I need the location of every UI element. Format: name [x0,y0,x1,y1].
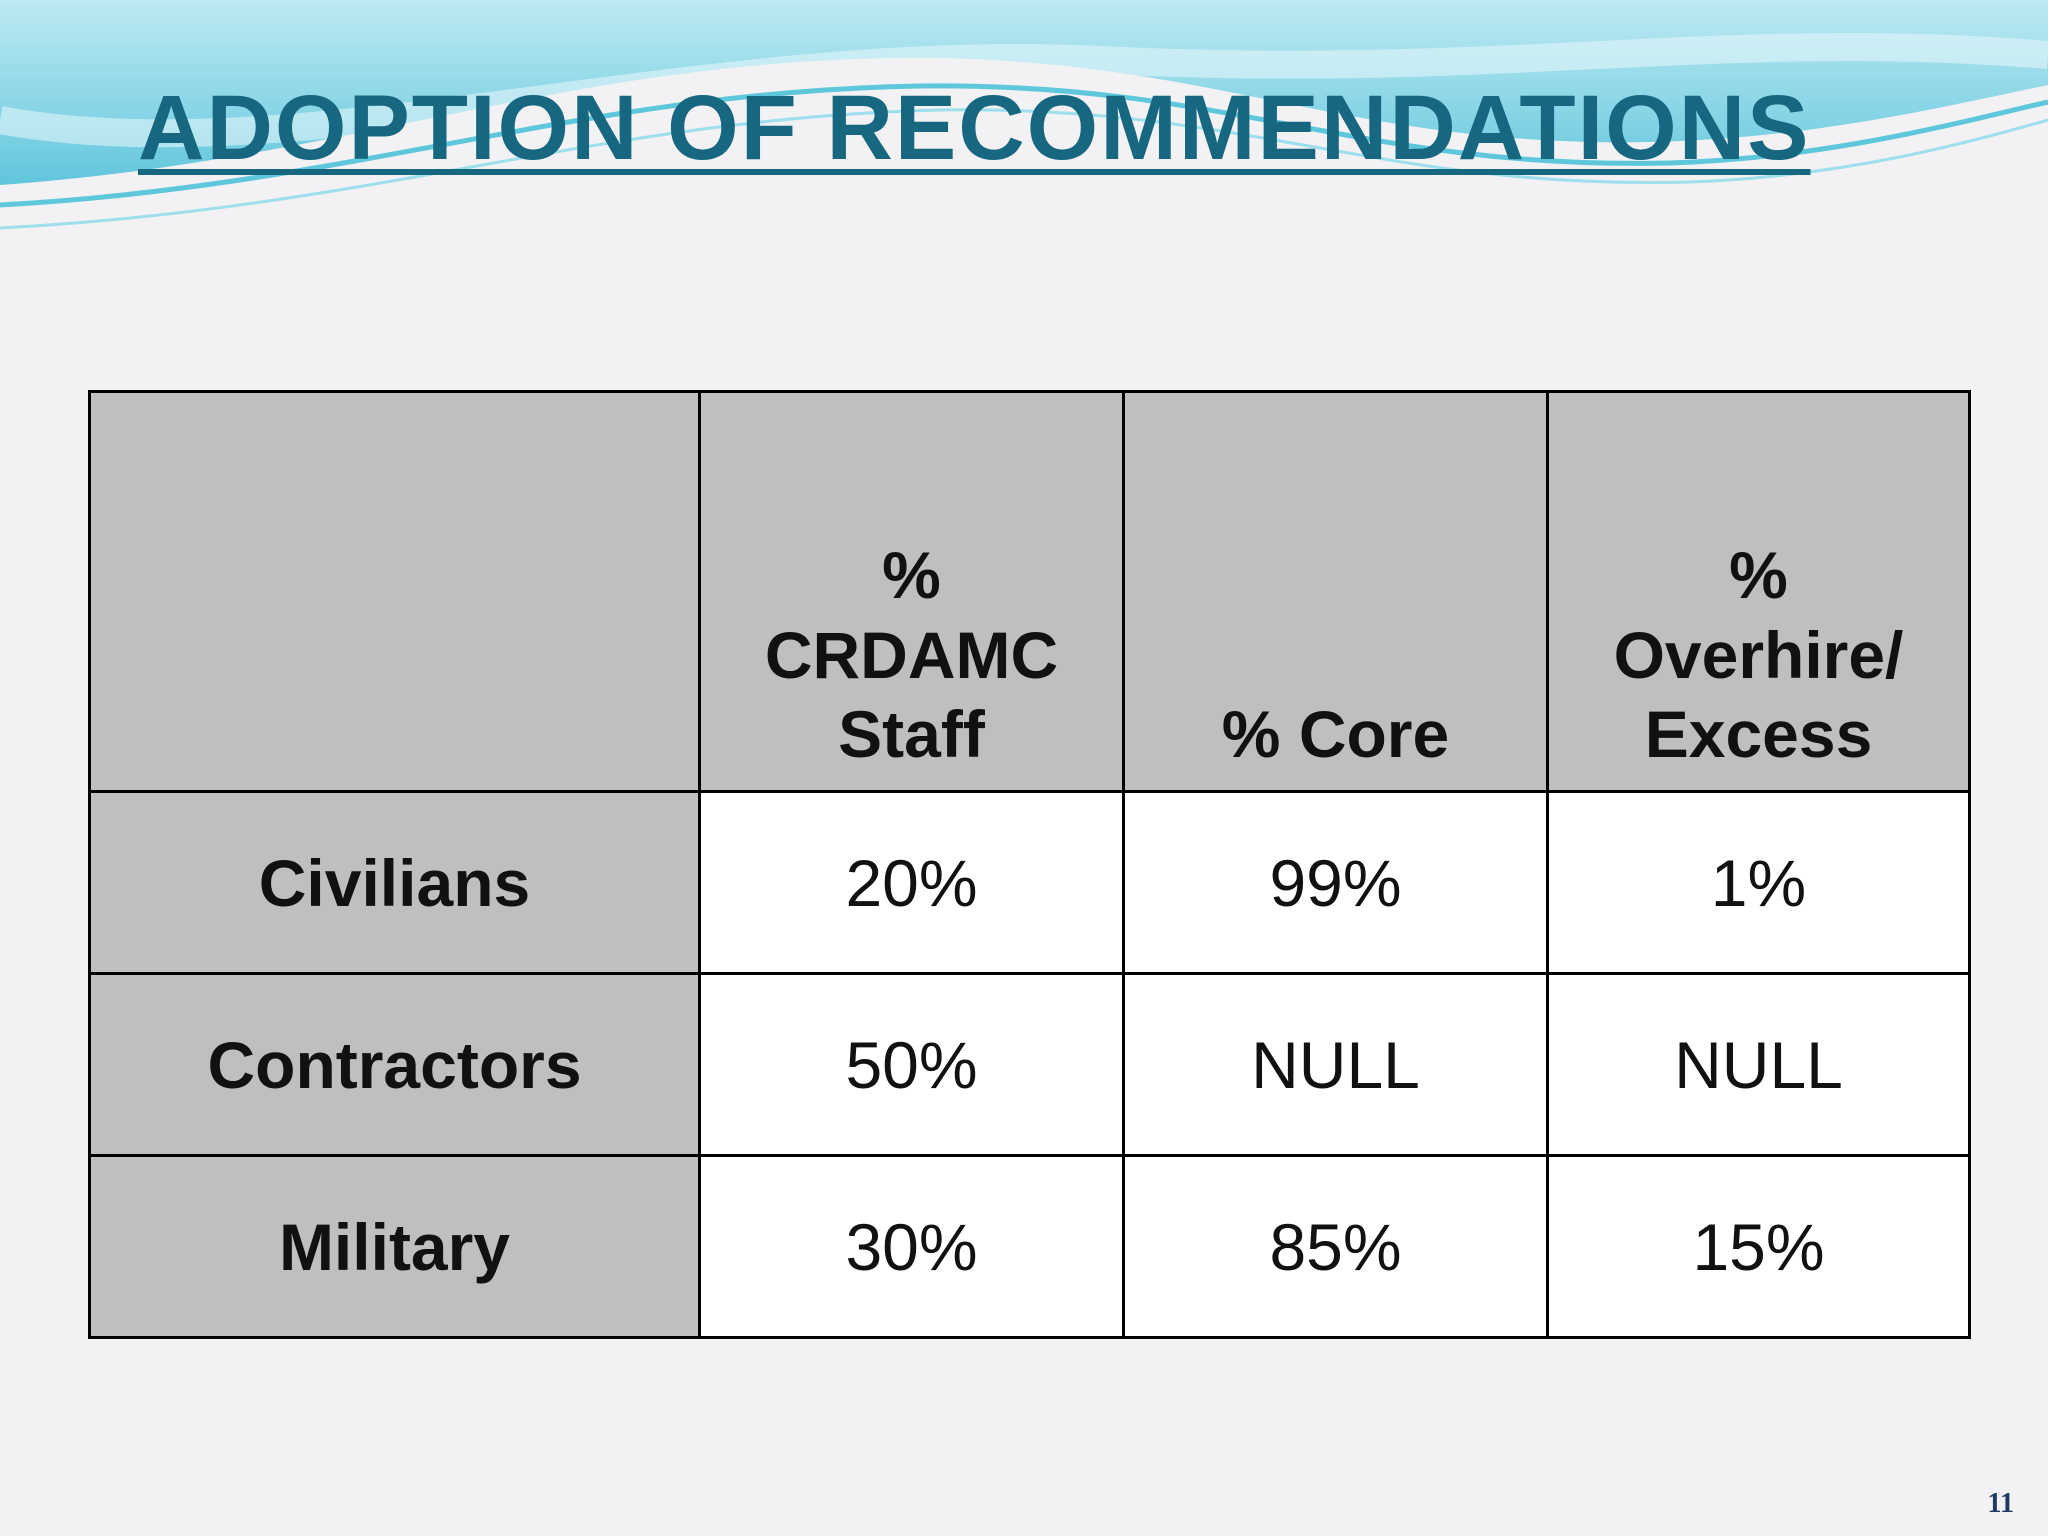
staffing-table: % CRDAMC Staff % Core % Overhire/ Excess… [88,390,1971,1339]
cell-military-core: 85% [1122,1154,1549,1339]
row-label-military: Military [88,1154,701,1339]
cell-contractors-overhire: NULL [1546,972,1971,1157]
table-header-overhire-excess: % Overhire/ Excess [1546,390,1971,793]
table-header-row: % CRDAMC Staff % Core % Overhire/ Excess [88,390,1971,793]
table-row: Military 30% 85% 15% [88,1154,1971,1339]
table-header-core: % Core [1122,390,1549,793]
row-label-civilians: Civilians [88,790,701,975]
page-number: 11 [1987,1488,2014,1519]
table-header-crdamc-staff: % CRDAMC Staff [698,390,1125,793]
cell-military-overhire: 15% [1546,1154,1971,1339]
cell-contractors-core: NULL [1122,972,1549,1157]
cell-civilians-crdamc-staff: 20% [698,790,1125,975]
table-row: Contractors 50% NULL NULL [88,972,1971,1157]
slide-title: ADOPTION OF RECOMMENDATIONS [138,77,1811,179]
cell-civilians-core: 99% [1122,790,1549,975]
row-label-contractors: Contractors [88,972,701,1157]
cell-military-crdamc-staff: 30% [698,1154,1125,1339]
cell-civilians-overhire: 1% [1546,790,1971,975]
table-row: Civilians 20% 99% 1% [88,790,1971,975]
cell-contractors-crdamc-staff: 50% [698,972,1125,1157]
table-header-empty [88,390,701,793]
